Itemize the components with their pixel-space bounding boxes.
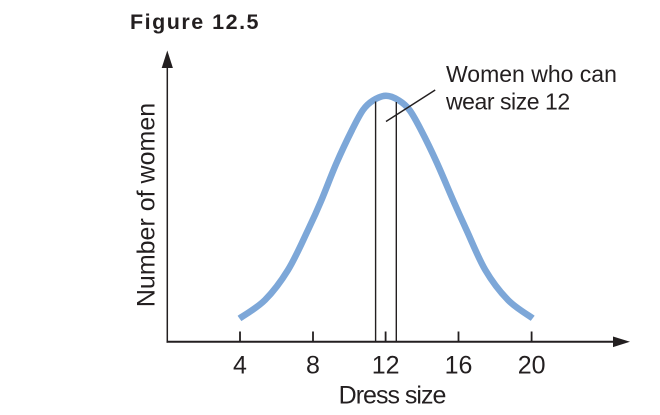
svg-text:8: 8 [306,352,320,380]
svg-text:Number of women: Number of women [133,103,161,307]
svg-text:Women who can: Women who can [446,61,617,87]
svg-text:Figure 12.5: Figure 12.5 [130,10,260,34]
svg-text:Dress size: Dress size [339,382,446,410]
svg-text:wear size 12: wear size 12 [445,89,570,115]
svg-text:12: 12 [372,352,400,380]
svg-text:16: 16 [445,352,473,380]
svg-text:4: 4 [233,352,247,380]
svg-text:20: 20 [518,352,546,380]
